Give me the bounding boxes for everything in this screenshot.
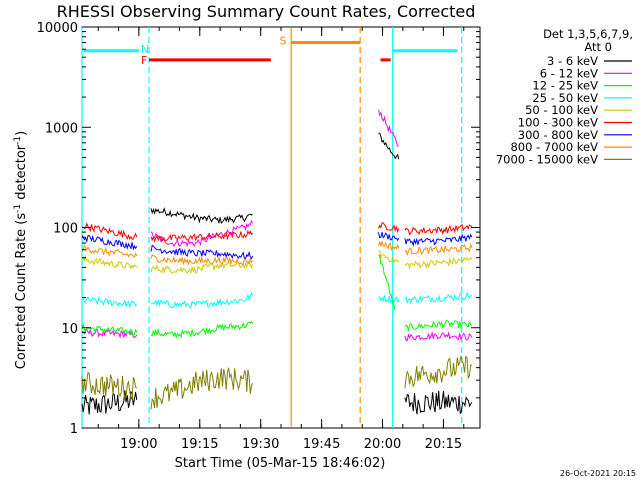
chart-title: RHESSI Observing Summary Count Rates, Co… xyxy=(57,2,476,21)
series-2 xyxy=(81,254,473,339)
series-line xyxy=(150,254,253,266)
series-line xyxy=(150,219,254,248)
series-line xyxy=(378,132,400,160)
series-line xyxy=(150,291,254,310)
x-tick-label: 20:15 xyxy=(425,437,462,452)
series-line xyxy=(150,367,254,410)
series-line xyxy=(81,244,138,258)
y-tick-label: 10 xyxy=(61,322,78,337)
flag-label: S xyxy=(280,35,287,48)
flag-label: N xyxy=(141,43,149,56)
series-line xyxy=(150,320,254,339)
series-line xyxy=(378,250,400,265)
series-line xyxy=(404,355,473,389)
legend-label: 7000 - 15000 keV xyxy=(496,152,598,166)
legend-label: 12 - 25 keV xyxy=(532,79,598,93)
y-axis-label-sup1: -1 xyxy=(13,204,23,213)
series-line xyxy=(378,222,400,234)
legend-label: 25 - 50 keV xyxy=(532,91,598,105)
series-line xyxy=(378,240,400,252)
y-axis-label: Corrected Count Rate (s-1 detector-1) xyxy=(13,131,29,369)
series-line xyxy=(81,255,138,270)
series-line xyxy=(150,207,253,225)
series-line xyxy=(81,322,138,336)
series-line xyxy=(81,371,138,401)
footer-date: 26-Oct-2021 20:15 xyxy=(560,469,636,478)
series-line xyxy=(81,390,138,415)
series-line xyxy=(404,319,473,331)
x-tick-label: 20:00 xyxy=(364,437,401,452)
flag-label: F xyxy=(141,54,147,67)
y-axis-ticks: 1 10 100 1000 10000 xyxy=(37,21,480,437)
series-8 xyxy=(81,355,473,410)
legend-label: 300 - 800 keV xyxy=(518,128,598,142)
series-line xyxy=(404,331,473,342)
series-line xyxy=(378,231,400,242)
series-3 xyxy=(81,291,473,310)
series-5 xyxy=(82,222,473,243)
legend-label: 100 - 300 keV xyxy=(518,116,598,130)
series-line xyxy=(378,295,400,305)
series-line xyxy=(81,296,138,309)
plot-border xyxy=(81,26,481,429)
y-axis-label-end: ) xyxy=(14,131,29,136)
series-6 xyxy=(81,231,473,260)
series-line xyxy=(378,109,399,147)
x-axis-ticks: 19:00 19:15 19:30 19:45 20:00 20:15 xyxy=(97,27,465,452)
x-tick-label: 19:45 xyxy=(303,437,340,452)
series-7 xyxy=(81,240,473,266)
x-axis-label: Start Time (05-Mar-15 18:46:02) xyxy=(175,456,386,471)
x-tick-label: 19:15 xyxy=(181,437,218,452)
legend-header-line1: Det 1,3,5,6,7,9, xyxy=(543,27,633,41)
y-tick-label: 100 xyxy=(53,222,78,237)
flag-bars: NF S xyxy=(84,35,458,67)
series-line xyxy=(404,223,473,236)
y-axis-label-mid: detector xyxy=(14,144,29,204)
mode-boundary-lines xyxy=(81,27,463,428)
legend-label: 50 - 100 keV xyxy=(525,103,598,117)
y-tick-label: 10000 xyxy=(37,21,78,36)
series-line xyxy=(82,222,138,241)
series-line xyxy=(404,390,473,415)
y-axis-label-main: Corrected Count Rate (s xyxy=(14,213,29,370)
series-line xyxy=(404,233,473,247)
y-axis-label-sup2: -1 xyxy=(13,136,23,145)
x-tick-label: 19:00 xyxy=(120,437,157,452)
legend-label: 800 - 7000 keV xyxy=(510,140,598,154)
legend-header-line2: Att 0 xyxy=(584,40,612,54)
series-4 xyxy=(81,250,473,275)
plot-frame xyxy=(81,26,481,429)
series-line xyxy=(150,261,254,275)
series-line xyxy=(81,234,138,251)
series-line xyxy=(404,256,473,270)
x-tick-label: 19:30 xyxy=(242,437,279,452)
legend-label: 3 - 6 keV xyxy=(547,54,598,68)
series-line xyxy=(150,229,253,243)
series-line xyxy=(404,242,473,257)
series-1 xyxy=(81,109,473,342)
series-layer xyxy=(81,109,473,415)
series-0 xyxy=(81,132,473,415)
y-tick-label: 1 xyxy=(70,422,78,437)
series-line xyxy=(404,291,473,305)
legend-label: 6 - 12 keV xyxy=(540,66,598,80)
y-tick-label: 1000 xyxy=(45,121,78,136)
